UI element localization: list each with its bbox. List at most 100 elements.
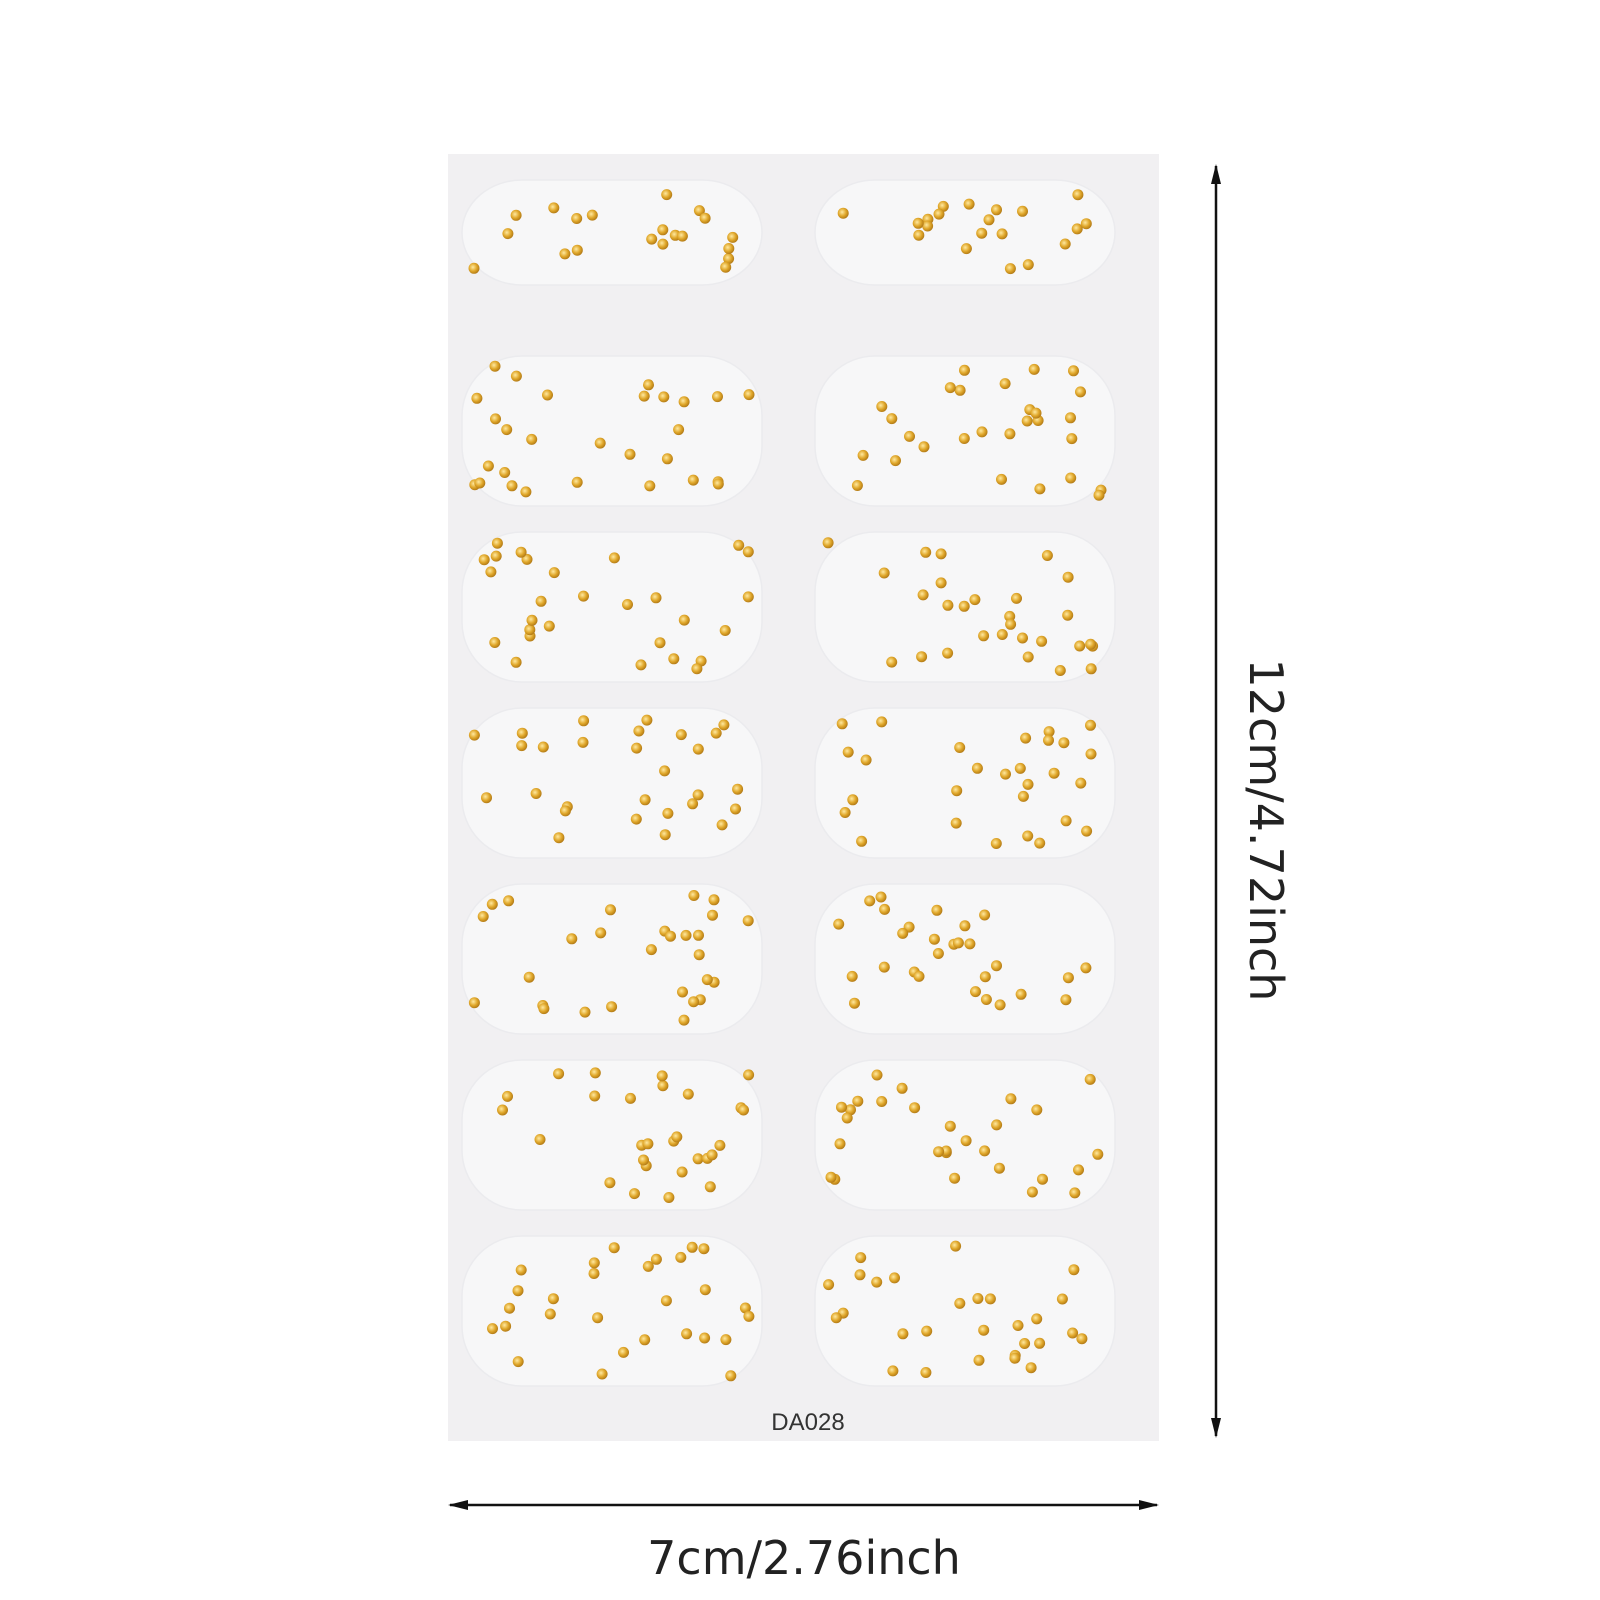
rhinestone <box>720 1334 732 1346</box>
rhinestone <box>912 217 924 229</box>
rhinestone <box>699 1284 711 1296</box>
rhinestone <box>577 736 589 748</box>
rhinestone <box>719 625 731 636</box>
rhinestone <box>856 835 868 847</box>
rhinestone <box>638 1154 649 1166</box>
rhinestone <box>904 430 915 442</box>
rhinestone <box>825 1171 837 1183</box>
rhinestone <box>650 1253 662 1265</box>
rhinestone <box>688 996 700 1008</box>
rhinestone <box>1056 1293 1068 1305</box>
rhinestone <box>1026 1186 1038 1198</box>
rhinestone <box>954 742 966 753</box>
rhinestone <box>510 656 522 668</box>
rhinestone <box>489 360 501 372</box>
rhinestone <box>515 546 527 558</box>
rhinestone <box>712 478 724 490</box>
rhinestone <box>1019 1338 1031 1349</box>
rhinestone <box>897 1328 909 1340</box>
rhinestone <box>1009 1352 1021 1364</box>
rhinestone <box>491 537 503 549</box>
rhinestone <box>608 552 620 564</box>
rhinestone <box>512 1285 524 1297</box>
rhinestone <box>644 480 656 492</box>
rhinestone <box>692 1153 704 1165</box>
rhinestone <box>714 1139 726 1151</box>
rhinestone <box>681 1328 693 1340</box>
rhinestone <box>668 653 680 665</box>
rhinestone <box>639 1334 651 1346</box>
rhinestone <box>699 212 711 224</box>
rhinestone <box>990 838 1002 849</box>
rhinestone <box>743 389 755 401</box>
rhinestone <box>1034 1337 1046 1349</box>
rhinestone <box>932 948 944 959</box>
rhinestone <box>677 986 688 998</box>
rhinestone <box>596 1368 608 1380</box>
rhinestone <box>971 762 983 774</box>
rhinestone <box>720 261 732 273</box>
rhinestone <box>1075 386 1086 398</box>
rhinestone <box>951 785 963 797</box>
rhinestone <box>608 1242 620 1254</box>
stickers <box>461 179 1116 1387</box>
rhinestone <box>959 920 971 932</box>
rhinestone <box>578 715 590 727</box>
rhinestone <box>846 970 858 982</box>
rhinestone <box>625 1092 636 1104</box>
rhinestone <box>1080 962 1092 974</box>
rhinestone <box>886 656 898 668</box>
rhinestone <box>913 229 925 241</box>
rhinestone <box>553 832 565 844</box>
rhinestone <box>743 1310 755 1322</box>
rhinestone <box>983 214 995 226</box>
rhinestone <box>1004 428 1016 440</box>
rhinestone <box>1058 737 1070 749</box>
rhinestone <box>993 1162 1005 1174</box>
rhinestone <box>1062 972 1074 984</box>
rhinestone <box>917 589 929 601</box>
rhinestone <box>485 566 497 578</box>
rhinestone <box>499 467 511 478</box>
rhinestone <box>878 961 890 973</box>
rhinestone <box>970 986 981 998</box>
rhinestone <box>692 743 704 755</box>
rhinestone <box>836 1101 847 1113</box>
rhinestone <box>996 228 1008 240</box>
rhinestone <box>976 227 988 239</box>
rhinestone <box>918 441 930 453</box>
rhinestone <box>543 620 555 632</box>
rhinestone <box>646 233 658 245</box>
rhinestone <box>733 539 745 551</box>
rhinestone <box>864 895 876 907</box>
rhinestone <box>663 1192 675 1203</box>
rhinestone <box>1030 407 1042 419</box>
rhinestone <box>662 807 674 819</box>
rhinestone <box>954 384 966 396</box>
rhinestone <box>852 1095 864 1107</box>
rhinestone <box>559 248 571 260</box>
rhinestone <box>916 651 928 663</box>
rhinestone <box>727 231 739 243</box>
rhinestone <box>847 794 859 806</box>
rhinestone <box>478 554 490 566</box>
rhinestone <box>660 1295 672 1307</box>
rhinestone <box>979 1145 991 1157</box>
rhinestone <box>991 1119 1003 1131</box>
rhinestone <box>972 1293 984 1304</box>
rhinestone <box>839 807 851 818</box>
rhinestone <box>489 637 501 648</box>
rhinestone <box>687 798 699 810</box>
nail-sticker <box>461 355 763 507</box>
rhinestone <box>964 938 976 950</box>
rhinestone <box>732 783 744 795</box>
rhinestone <box>933 1146 945 1158</box>
rhinestone <box>605 904 616 916</box>
rhinestone <box>571 244 583 256</box>
rhinestone <box>991 204 1002 216</box>
rhinestone <box>944 1120 956 1132</box>
rhinestone <box>1031 1313 1043 1325</box>
rhinestone <box>698 1243 710 1255</box>
rhinestone <box>1072 189 1084 201</box>
rhinestone <box>1036 635 1048 647</box>
